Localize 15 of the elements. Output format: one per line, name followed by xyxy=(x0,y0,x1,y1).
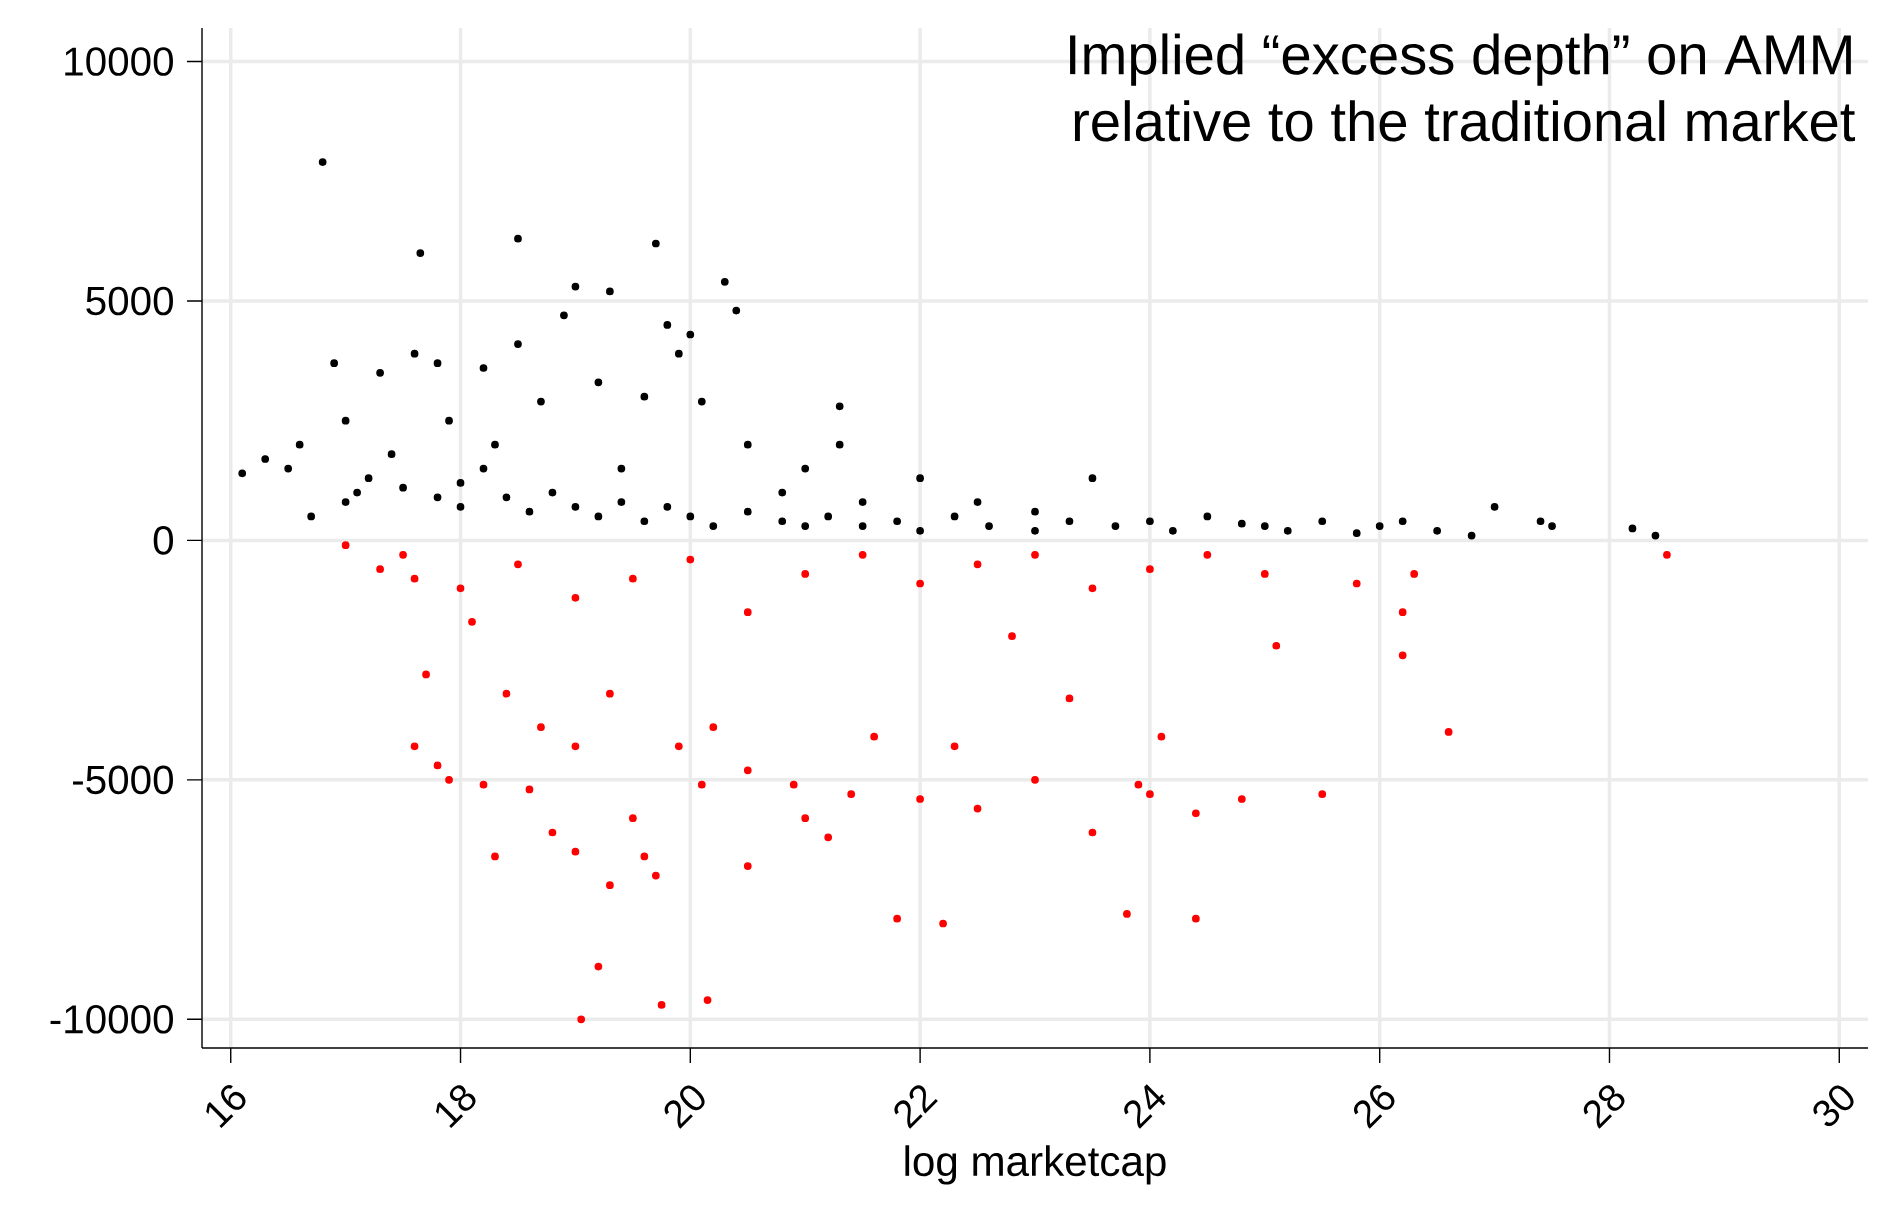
y-tick-label: -10000 xyxy=(50,1004,173,1034)
x-tick-label: 24 xyxy=(1124,1084,1166,1129)
y-tick-label: -5000 xyxy=(73,765,173,795)
y-tick-label: 10000 xyxy=(65,47,173,76)
y-tick-label: 0 xyxy=(153,526,174,555)
x-tick-label: 20 xyxy=(664,1085,705,1129)
x-tick-label: 22 xyxy=(894,1085,938,1129)
x-tick-label: 30 xyxy=(1813,1085,1854,1127)
x-tick-label: 26 xyxy=(1354,1085,1395,1129)
x-tick-label: 28 xyxy=(1583,1085,1625,1129)
x-tick-label: 18 xyxy=(436,1085,476,1129)
y-tick-label: 5000 xyxy=(86,286,173,316)
text: Implied “excess depth” on AMM relative to the traditional market xyxy=(1070,33,1856,142)
x-tick-label: 16 xyxy=(206,1085,246,1129)
x-axis-title: log marketcap xyxy=(905,1145,1166,1185)
